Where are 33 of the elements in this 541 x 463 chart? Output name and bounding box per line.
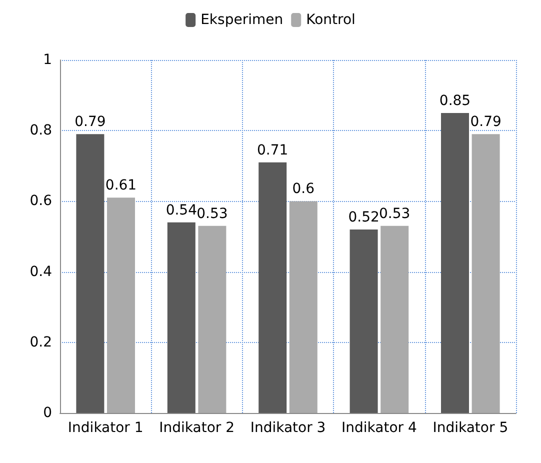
bar	[289, 201, 318, 413]
x-tick-label: Indikator 3	[250, 420, 326, 436]
data-label: 0.6	[292, 181, 315, 198]
data-label: 0.53	[196, 206, 228, 222]
y-tick-label: 1	[43, 52, 52, 68]
x-tick-label: Indikator 5	[432, 420, 508, 436]
bar	[198, 226, 226, 413]
data-label: 0.79	[74, 114, 106, 130]
bar	[350, 229, 378, 413]
bar	[472, 134, 500, 413]
bar	[380, 226, 409, 413]
legend-label: Eksperimen	[200, 12, 284, 28]
data-label: 0.53	[379, 206, 410, 222]
bar	[441, 112, 469, 413]
data-label: 0.52	[348, 209, 380, 226]
data-label: 0.71	[257, 142, 288, 158]
y-tick-label: 0.2	[30, 334, 52, 350]
y-tick-label: 0.8	[30, 122, 52, 139]
y-tick-label: 0.4	[30, 264, 52, 280]
data-label: 0.79	[470, 114, 502, 130]
data-label: 0.54	[166, 202, 198, 218]
y-tick-label: 0.6	[30, 193, 52, 210]
data-label: 0.61	[105, 178, 137, 194]
y-tick-label: 0	[43, 405, 52, 421]
bar	[76, 134, 104, 413]
legend-label: Kontrol	[306, 12, 356, 28]
x-tick-label: Indikator 1	[68, 420, 144, 436]
bar	[167, 222, 196, 413]
x-tick-label: Indikator 2	[159, 420, 234, 436]
bar	[258, 162, 287, 413]
x-tick-label: Indikator 4	[342, 420, 417, 436]
data-label: 0.85	[439, 92, 471, 109]
bar	[107, 198, 135, 413]
